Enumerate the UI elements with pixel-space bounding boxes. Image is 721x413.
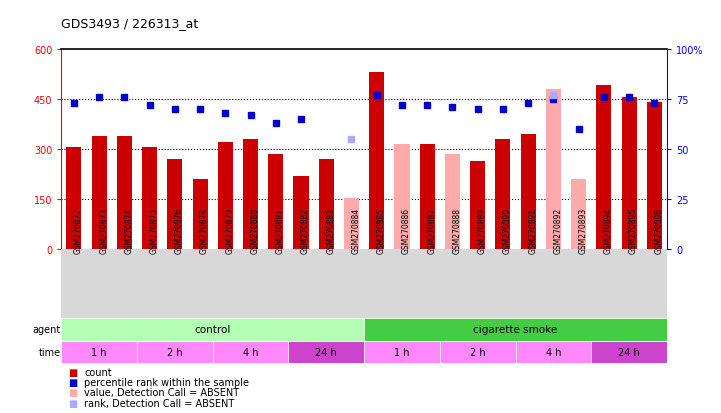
Text: control: control: [195, 324, 231, 335]
Text: percentile rank within the sample: percentile rank within the sample: [84, 377, 249, 387]
Text: GSM270895: GSM270895: [629, 207, 638, 253]
Text: GSM270880: GSM270880: [251, 207, 260, 253]
Text: GSM270882: GSM270882: [301, 207, 310, 253]
Text: GSM270889: GSM270889: [478, 207, 487, 253]
Bar: [167, 160, 182, 250]
Text: GSM270896: GSM270896: [655, 207, 663, 253]
Text: GSM270881: GSM270881: [276, 207, 285, 253]
Text: value, Detection Call = ABSENT: value, Detection Call = ABSENT: [84, 387, 239, 397]
Text: 1 h: 1 h: [394, 347, 410, 357]
Text: GSM270878: GSM270878: [200, 207, 209, 253]
Text: GSM270886: GSM270886: [402, 207, 411, 253]
Text: 4 h: 4 h: [243, 347, 258, 357]
Text: GDS3493 / 226313_at: GDS3493 / 226313_at: [61, 17, 198, 29]
Text: agent: agent: [32, 324, 61, 335]
Text: GSM270893: GSM270893: [579, 207, 588, 253]
Text: GSM270894: GSM270894: [604, 207, 613, 253]
Bar: [243, 140, 258, 250]
Bar: [445, 155, 460, 250]
Bar: [344, 198, 359, 250]
Text: 24 h: 24 h: [315, 347, 337, 357]
Bar: [142, 148, 157, 250]
Text: GSM270887: GSM270887: [427, 207, 436, 253]
Text: 2 h: 2 h: [167, 347, 182, 357]
Bar: [218, 143, 233, 250]
Bar: [394, 145, 410, 250]
Bar: [92, 136, 107, 250]
Text: time: time: [39, 347, 61, 357]
Text: GSM270890: GSM270890: [503, 207, 512, 253]
Text: ■: ■: [68, 367, 78, 377]
Bar: [521, 135, 536, 250]
Text: GSM270891: GSM270891: [528, 207, 537, 253]
Text: GSM270892: GSM270892: [554, 207, 562, 253]
Text: GSM270875: GSM270875: [150, 207, 159, 253]
Text: GSM270874: GSM270874: [125, 207, 133, 253]
Text: GSM270872: GSM270872: [74, 207, 83, 253]
Text: 1 h: 1 h: [92, 347, 107, 357]
Text: ■: ■: [68, 387, 78, 397]
Text: GSM270883: GSM270883: [327, 207, 335, 253]
Bar: [293, 176, 309, 250]
Bar: [571, 180, 586, 250]
Bar: [420, 145, 435, 250]
Text: GSM270879: GSM270879: [226, 207, 234, 253]
Bar: [137, 341, 213, 363]
Bar: [440, 341, 516, 363]
Text: cigarette smoke: cigarette smoke: [474, 324, 557, 335]
Text: 4 h: 4 h: [546, 347, 561, 357]
Bar: [364, 318, 667, 341]
Text: count: count: [84, 367, 112, 377]
Bar: [369, 73, 384, 250]
Text: 24 h: 24 h: [618, 347, 640, 357]
Bar: [470, 161, 485, 250]
Bar: [66, 148, 81, 250]
Bar: [61, 318, 364, 341]
Text: ■: ■: [68, 398, 78, 408]
Bar: [546, 90, 561, 250]
Text: rank, Detection Call = ABSENT: rank, Detection Call = ABSENT: [84, 398, 234, 408]
Bar: [61, 341, 137, 363]
Bar: [647, 103, 662, 250]
Bar: [268, 155, 283, 250]
Bar: [193, 180, 208, 250]
Bar: [288, 341, 364, 363]
Text: GSM270885: GSM270885: [377, 207, 386, 253]
Text: GSM270873: GSM270873: [99, 207, 108, 253]
Bar: [516, 341, 591, 363]
Bar: [117, 136, 132, 250]
Text: GSM270888: GSM270888: [453, 207, 461, 253]
Bar: [319, 160, 334, 250]
Bar: [495, 140, 510, 250]
Bar: [622, 98, 637, 250]
Text: GSM270876: GSM270876: [175, 207, 184, 253]
Text: 2 h: 2 h: [470, 347, 485, 357]
Bar: [364, 341, 440, 363]
Text: ■: ■: [68, 377, 78, 387]
Bar: [596, 86, 611, 250]
Text: GSM270884: GSM270884: [352, 207, 360, 253]
Bar: [591, 341, 667, 363]
Bar: [213, 341, 288, 363]
